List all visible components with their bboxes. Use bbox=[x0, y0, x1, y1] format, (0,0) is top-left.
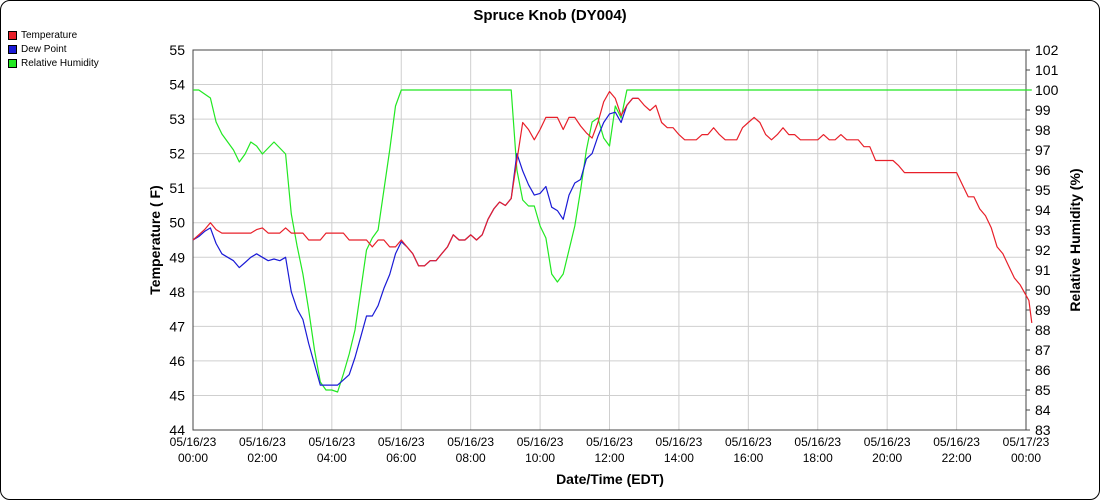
x-tick-date: 05/16/23 bbox=[239, 435, 286, 449]
y2-tick-label: 92 bbox=[1035, 242, 1051, 258]
y-tick-label: 55 bbox=[169, 42, 185, 58]
legend-swatch-relative-humidity bbox=[8, 58, 17, 68]
x-tick-time: 14:00 bbox=[664, 451, 694, 465]
x-tick-date: 05/16/23 bbox=[170, 435, 217, 449]
x-tick-date: 05/16/23 bbox=[308, 435, 355, 449]
x-tick-date: 05/17/23 bbox=[1003, 435, 1050, 449]
y2-tick-label: 97 bbox=[1035, 142, 1051, 158]
x-tick-date: 05/16/23 bbox=[586, 435, 633, 449]
y-tick-label: 51 bbox=[169, 180, 185, 196]
left-axis-ticks: 44 45 46 47 48 49 50 51 52 53 54 55 bbox=[169, 42, 185, 438]
y2-axis-label: Relative Humidity (%) bbox=[1067, 168, 1083, 311]
series-lines bbox=[192, 89, 1033, 393]
x-axis-label: Date/Time (EDT) bbox=[556, 471, 664, 487]
x-tick-date: 05/16/23 bbox=[864, 435, 911, 449]
chart-title: Spruce Knob (DY004) bbox=[473, 7, 626, 24]
series-line-relative-humidity bbox=[193, 89, 1032, 393]
x-tick-date: 05/16/23 bbox=[794, 435, 841, 449]
y2-tick-label: 95 bbox=[1035, 182, 1051, 198]
legend-label-temperature: Temperature bbox=[21, 29, 78, 41]
y2-tick-label: 84 bbox=[1035, 402, 1051, 418]
y-tick-label: 46 bbox=[169, 353, 185, 369]
y2-tick-label: 87 bbox=[1035, 342, 1051, 358]
y-tick-label: 49 bbox=[169, 249, 185, 265]
legend-item-dew-point: Dew Point bbox=[8, 42, 99, 56]
y-tick-label: 47 bbox=[169, 318, 185, 334]
x-tick-date: 05/16/23 bbox=[725, 435, 772, 449]
x-tick-time: 10:00 bbox=[525, 451, 555, 465]
legend-swatch-dew-point bbox=[8, 44, 17, 54]
x-tick-date: 05/16/23 bbox=[933, 435, 980, 449]
y2-tick-label: 83 bbox=[1035, 422, 1051, 438]
y-tick-label: 48 bbox=[169, 284, 185, 300]
y2-tick-label: 101 bbox=[1035, 62, 1059, 78]
x-tick-time: 20:00 bbox=[872, 451, 902, 465]
x-tick-date: 05/16/23 bbox=[517, 435, 564, 449]
y2-tick-label: 86 bbox=[1035, 362, 1051, 378]
series-line-temperature bbox=[192, 90, 1033, 323]
x-axis-ticks: 05/16/23 00:00 05/16/23 02:00 05/16/23 04:00 0… bbox=[170, 435, 1050, 465]
x-tick-time: 12:00 bbox=[594, 451, 624, 465]
y2-tick-label: 98 bbox=[1035, 122, 1051, 138]
y-tick-label: 54 bbox=[169, 77, 185, 93]
y2-tick-label: 88 bbox=[1035, 322, 1051, 338]
y2-tick-label: 94 bbox=[1035, 202, 1051, 218]
x-tick-date: 05/16/23 bbox=[447, 435, 494, 449]
y2-tick-label: 96 bbox=[1035, 162, 1051, 178]
y2-tick-label: 90 bbox=[1035, 282, 1051, 298]
y2-tick-label: 100 bbox=[1035, 82, 1059, 98]
legend-item-temperature: Temperature bbox=[8, 28, 99, 42]
x-tick-time: 08:00 bbox=[456, 451, 486, 465]
x-tick-time: 00:00 bbox=[1011, 451, 1041, 465]
y2-tick-label: 91 bbox=[1035, 262, 1051, 278]
legend: Temperature Dew Point Relative Humidity bbox=[8, 28, 99, 70]
x-tick-time: 02:00 bbox=[247, 451, 277, 465]
y2-tick-label: 102 bbox=[1035, 42, 1059, 58]
y2-tick-label: 93 bbox=[1035, 222, 1051, 238]
x-tick-time: 00:00 bbox=[178, 451, 208, 465]
legend-label-relative-humidity: Relative Humidity bbox=[21, 57, 99, 69]
y-tick-label: 45 bbox=[169, 387, 185, 403]
x-tick-time: 04:00 bbox=[317, 451, 347, 465]
y2-tick-label: 99 bbox=[1035, 102, 1051, 118]
x-tick-date: 05/16/23 bbox=[656, 435, 703, 449]
legend-item-relative-humidity: Relative Humidity bbox=[8, 56, 99, 70]
y-tick-label: 52 bbox=[169, 146, 185, 162]
x-tick-time: 16:00 bbox=[733, 451, 763, 465]
x-tick-time: 22:00 bbox=[942, 451, 972, 465]
y2-tick-label: 85 bbox=[1035, 382, 1051, 398]
y2-tick-label: 89 bbox=[1035, 302, 1051, 318]
legend-swatch-temperature bbox=[8, 30, 17, 40]
y-tick-label: 50 bbox=[169, 215, 185, 231]
y-tick-label: 44 bbox=[169, 422, 185, 438]
legend-label-dew-point: Dew Point bbox=[21, 43, 67, 55]
x-tick-time: 06:00 bbox=[386, 451, 416, 465]
y-tick-label: 53 bbox=[169, 111, 185, 127]
y-axis-label: Temperature ( F) bbox=[147, 185, 163, 294]
x-tick-time: 18:00 bbox=[803, 451, 833, 465]
x-tick-date: 05/16/23 bbox=[378, 435, 425, 449]
right-axis-ticks: 83 84 85 86 87 88 89 90 91 92 93 94 95 96 97 98 99 100 101… bbox=[1026, 42, 1059, 438]
